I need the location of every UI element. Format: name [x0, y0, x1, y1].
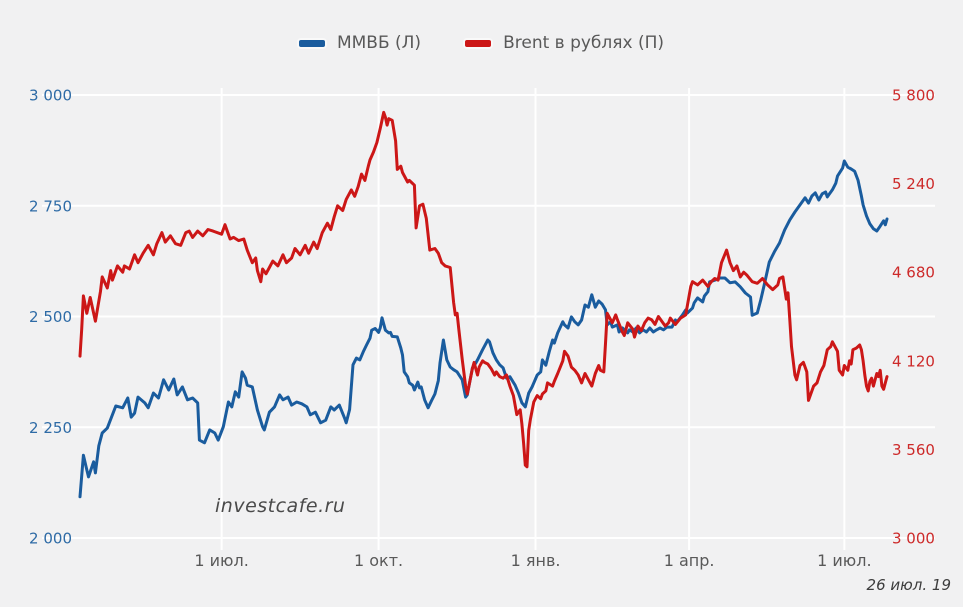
x-axis-tick-label: 1 янв.	[511, 551, 561, 570]
legend-label-brent: Brent в рублях (П)	[503, 33, 665, 53]
right-axis-tick-label: 5 800	[892, 87, 935, 105]
left-axis-tick-label: 2 500	[29, 308, 72, 326]
watermark: investcafe.ru	[215, 495, 346, 517]
x-axis-tick-label: 1 окт.	[354, 551, 403, 570]
series-line-brent	[78, 110, 889, 469]
right-axis-tick-label: 5 240	[892, 175, 935, 193]
legend-label-mmvb: ММВБ (Л)	[336, 33, 422, 53]
right-axis-tick-label: 3 560	[892, 441, 935, 459]
left-axis-tick-label: 2 750	[29, 197, 72, 215]
x-axis-tick-label: 1 июл.	[817, 551, 871, 570]
right-axis-tick-label: 4 680	[892, 264, 935, 282]
mmvb-series-swatch-icon	[298, 39, 325, 47]
left-axis-tick-label: 2 000	[29, 530, 72, 548]
chart-legend: ММВБ (Л) Brent в рублях (П)	[0, 33, 963, 53]
chart-date-annotation: 26 июл. 19	[866, 576, 951, 594]
left-axis-tick-label: 2 250	[29, 419, 72, 437]
brent-series-swatch-icon	[465, 39, 492, 47]
x-axis-tick-label: 1 июл.	[194, 551, 248, 570]
right-axis-tick-label: 4 120	[892, 352, 935, 370]
left-axis-tick-label: 3 000	[29, 87, 72, 105]
legend-item-brent[interactable]: Brent в рублях (П)	[465, 33, 664, 53]
series-line-mmvb	[78, 159, 889, 499]
right-axis-tick-label: 3 000	[892, 530, 935, 548]
x-axis-tick-label: 1 апр.	[664, 551, 715, 570]
legend-item-mmvb[interactable]: ММВБ (Л)	[298, 33, 422, 53]
